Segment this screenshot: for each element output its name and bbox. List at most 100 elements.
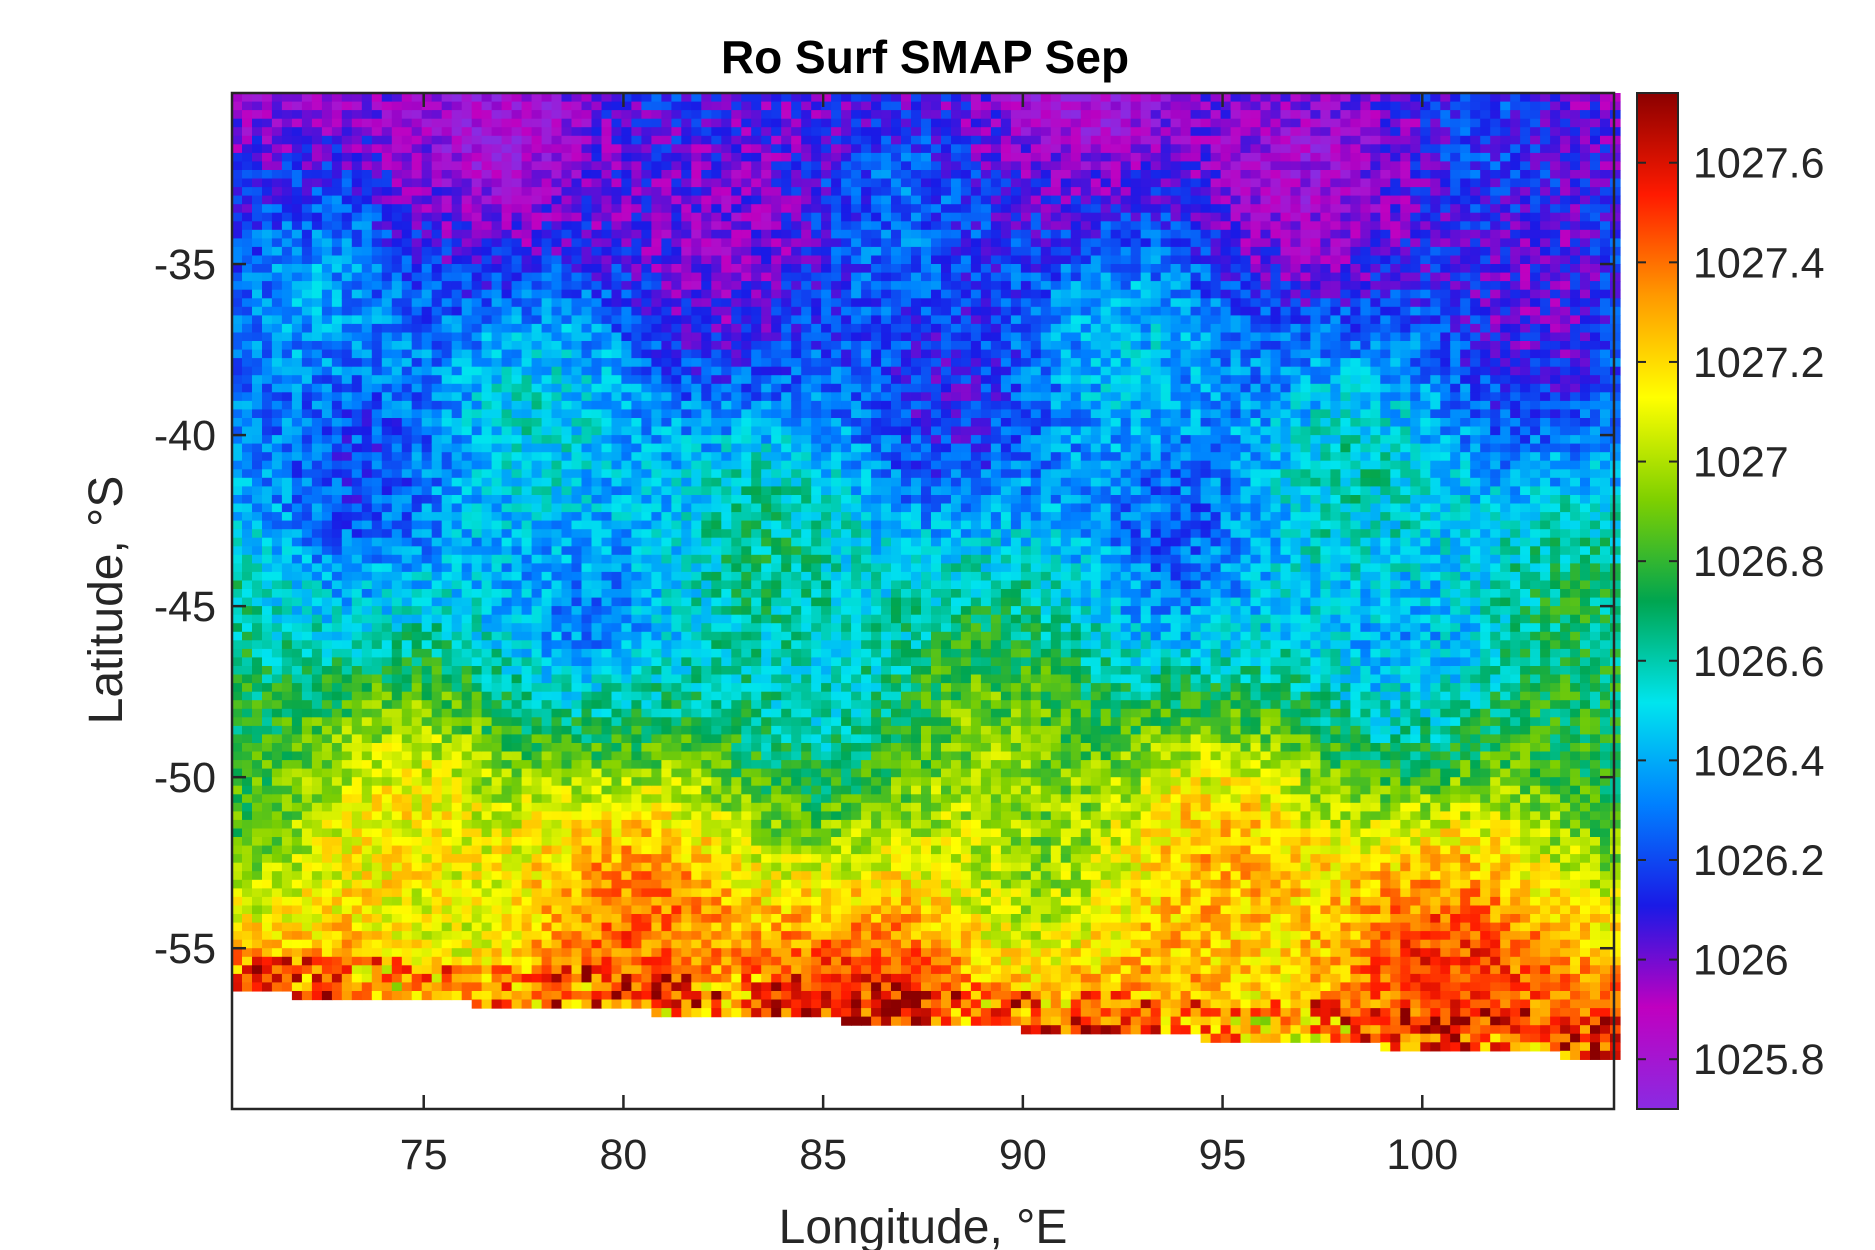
heatmap-cell — [571, 571, 583, 582]
heatmap-cell — [291, 212, 303, 222]
heatmap-cell — [671, 666, 682, 676]
heatmap-cell — [401, 93, 413, 103]
heatmap-cell — [591, 956, 603, 966]
heatmap-cell — [361, 777, 373, 787]
heatmap-cell — [531, 691, 543, 701]
heatmap-cell — [371, 811, 383, 821]
heatmap-cell — [331, 973, 343, 984]
heatmap-cell — [651, 862, 662, 872]
heatmap-cell — [301, 828, 313, 838]
heatmap-cell — [451, 392, 463, 402]
heatmap-cell — [401, 358, 413, 368]
heatmap-cell — [391, 862, 403, 872]
heatmap-cell — [331, 221, 343, 231]
heatmap-cell — [451, 443, 463, 453]
heatmap-cell — [491, 623, 503, 633]
heatmap-cell — [671, 264, 682, 274]
heatmap-cell — [361, 298, 373, 308]
heatmap-cell — [371, 580, 383, 590]
heatmap-cell — [311, 973, 323, 984]
heatmap-cell — [441, 418, 453, 428]
heatmap-cell — [601, 178, 613, 188]
heatmap-cell — [232, 101, 243, 111]
heatmap-cell — [631, 657, 642, 667]
heatmap-cell — [491, 614, 503, 624]
heatmap-cell — [262, 563, 273, 573]
heatmap-cell — [232, 768, 243, 778]
heatmap-cell — [431, 785, 443, 795]
heatmap-cell — [551, 229, 563, 239]
heatmap-cell — [671, 785, 682, 795]
heatmap-cell — [451, 785, 463, 795]
heatmap-cell — [671, 512, 682, 522]
heatmap-cell — [471, 982, 483, 992]
heatmap-cell — [281, 383, 293, 393]
heatmap-cell — [401, 683, 413, 693]
heatmap-cell — [311, 135, 323, 145]
heatmap-cell — [691, 512, 702, 522]
heatmap-cell — [491, 127, 503, 137]
heatmap-cell — [691, 255, 702, 265]
heatmap-cell — [671, 837, 682, 847]
heatmap-cell — [641, 443, 652, 453]
heatmap-cell — [232, 366, 243, 376]
heatmap-cell — [281, 589, 293, 599]
heatmap-cell — [421, 127, 433, 137]
heatmap-cell — [262, 854, 273, 864]
heatmap-cell — [511, 828, 523, 838]
heatmap-cell — [232, 93, 243, 103]
heatmap-cell — [331, 837, 343, 847]
heatmap-cell — [571, 606, 583, 616]
heatmap-cell — [271, 845, 283, 855]
heatmap-cell — [631, 529, 642, 539]
heatmap-cell — [321, 212, 333, 222]
heatmap-cell — [301, 606, 313, 616]
heatmap-cell — [271, 956, 283, 966]
heatmap-cell — [461, 170, 473, 180]
heatmap-cell — [611, 743, 623, 753]
heatmap-cell — [481, 127, 493, 137]
heatmap-cell — [641, 486, 652, 496]
heatmap-cell — [531, 614, 543, 624]
heatmap-cell — [341, 828, 353, 838]
heatmap-cell — [252, 896, 263, 907]
heatmap-cell — [401, 794, 413, 804]
heatmap-cell — [501, 229, 513, 239]
heatmap-cell — [361, 871, 373, 881]
heatmap-cell — [631, 640, 642, 650]
heatmap-cell — [441, 127, 453, 137]
heatmap-cell — [262, 229, 273, 239]
heatmap-cell — [481, 418, 493, 428]
heatmap-cell — [371, 854, 383, 864]
heatmap-cell — [271, 657, 283, 667]
heatmap-cell — [611, 127, 623, 137]
heatmap-cell — [331, 734, 343, 744]
heatmap-cell — [491, 358, 503, 368]
heatmap-cell — [461, 606, 473, 616]
heatmap-cell — [351, 700, 363, 710]
heatmap-cell — [311, 597, 323, 607]
heatmap-cell — [671, 631, 682, 641]
heatmap-cell — [521, 683, 533, 693]
heatmap-cell — [461, 298, 473, 308]
heatmap-cell — [681, 246, 692, 257]
heatmap-cell — [521, 554, 533, 564]
heatmap-cell — [391, 529, 403, 539]
heatmap-cell — [441, 734, 453, 744]
heatmap-cell — [581, 854, 593, 864]
heatmap-cell — [691, 845, 702, 855]
heatmap-cell — [252, 469, 263, 479]
heatmap-cell — [461, 187, 473, 197]
heatmap-cell — [341, 341, 353, 351]
heatmap-cell — [331, 888, 343, 898]
heatmap-cell — [321, 691, 333, 701]
heatmap-cell — [661, 631, 672, 641]
heatmap-cell — [381, 725, 393, 736]
heatmap-cell — [371, 845, 383, 855]
heatmap-cell — [481, 982, 493, 992]
heatmap-cell — [461, 597, 473, 607]
heatmap-cell — [391, 674, 403, 684]
heatmap-cell — [421, 871, 433, 881]
heatmap-cell — [291, 666, 303, 676]
heatmap-cell — [461, 914, 473, 924]
